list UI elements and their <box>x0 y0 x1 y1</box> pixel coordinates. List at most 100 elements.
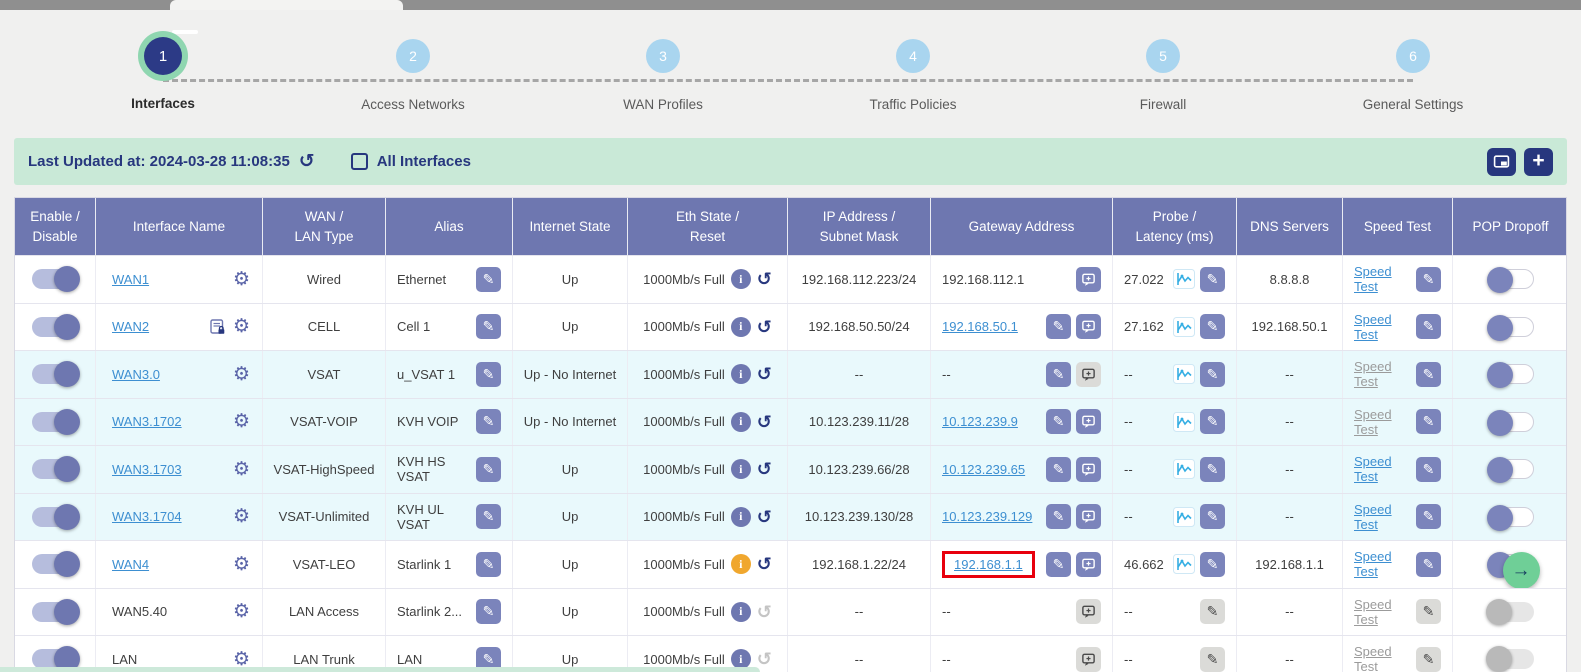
probe-edit-button[interactable]: ✎ <box>1200 266 1225 292</box>
reset-icon[interactable]: ↺ <box>756 269 772 290</box>
speed-test-edit-button[interactable]: ✎ <box>1416 409 1441 435</box>
probe-edit-button[interactable]: ✎ <box>1200 551 1225 577</box>
reset-icon[interactable]: ↺ <box>756 459 772 480</box>
enable-toggle[interactable] <box>32 598 80 625</box>
speed-test-edit-button[interactable]: ✎ <box>1416 646 1441 672</box>
pop-dropoff-toggle[interactable] <box>1486 362 1534 389</box>
reset-icon[interactable]: ↺ <box>756 506 772 527</box>
gateway-edit-button[interactable]: ✎ <box>1046 314 1071 340</box>
gear-icon[interactable]: ⚙ <box>232 411 250 433</box>
info-icon[interactable]: i <box>730 269 751 290</box>
alias-edit-button[interactable]: ✎ <box>476 551 501 577</box>
interface-name-link[interactable]: WAN3.1703 <box>112 461 182 477</box>
reset-icon[interactable]: ↺ <box>756 364 772 385</box>
gear-icon[interactable]: ⚙ <box>232 316 250 338</box>
probe-edit-button[interactable]: ✎ <box>1200 646 1225 672</box>
pop-dropoff-toggle[interactable] <box>1485 598 1534 625</box>
info-icon[interactable]: i <box>730 649 751 670</box>
speed-test-link[interactable]: Speed Test <box>1354 454 1392 485</box>
interface-name-link[interactable]: WAN2 <box>112 319 150 335</box>
speed-test-link[interactable]: Speed Test <box>1354 549 1392 580</box>
gear-icon[interactable]: ⚙ <box>232 268 250 290</box>
gear-icon[interactable]: ⚙ <box>232 363 250 385</box>
enable-toggle[interactable] <box>32 551 80 578</box>
interface-name-link[interactable]: WAN1 <box>112 271 150 287</box>
speed-test-edit-button[interactable]: ✎ <box>1416 314 1441 340</box>
sim-lock-icon[interactable] <box>209 318 227 336</box>
speed-test-link[interactable]: Speed Test <box>1354 501 1392 532</box>
gateway-edit-button[interactable]: ✎ <box>1046 361 1071 387</box>
speed-test-edit-button[interactable]: ✎ <box>1416 504 1441 530</box>
reset-icon[interactable]: ↺ <box>756 649 772 670</box>
gear-icon[interactable]: ⚙ <box>232 506 250 528</box>
speed-test-link[interactable]: Speed Test <box>1354 406 1392 437</box>
enable-toggle[interactable] <box>32 266 80 293</box>
speed-test-edit-button[interactable]: ✎ <box>1416 456 1441 482</box>
monitor-button[interactable] <box>1076 409 1101 435</box>
refresh-icon[interactable]: ↺ <box>298 151 315 172</box>
monitor-button[interactable] <box>1076 266 1101 292</box>
gateway-link[interactable]: 192.168.50.1 <box>942 319 1018 335</box>
gateway-link[interactable]: 10.123.239.65 <box>942 461 1026 477</box>
alias-edit-button[interactable]: ✎ <box>476 599 501 625</box>
next-arrow-button[interactable]: → <box>1502 552 1540 588</box>
speed-test-edit-button[interactable]: ✎ <box>1416 266 1441 292</box>
gateway-link[interactable]: 192.168.1.1 <box>954 556 1023 572</box>
latency-chart-icon[interactable] <box>1173 459 1195 480</box>
speed-test-link[interactable]: Speed Test <box>1354 311 1392 342</box>
pop-dropoff-toggle[interactable] <box>1486 409 1534 436</box>
info-icon[interactable]: i <box>730 506 751 527</box>
latency-chart-icon[interactable] <box>1173 269 1195 290</box>
monitor-button[interactable] <box>1076 314 1101 340</box>
stepper-step-general-settings[interactable]: 6 General Settings <box>1288 26 1538 116</box>
alias-edit-button[interactable]: ✎ <box>476 409 501 435</box>
enable-toggle[interactable] <box>32 361 80 388</box>
alias-edit-button[interactable]: ✎ <box>476 266 501 292</box>
speed-test-link[interactable]: Speed Test <box>1354 596 1392 627</box>
speed-test-edit-button[interactable]: ✎ <box>1416 599 1441 625</box>
interface-name-link[interactable]: WAN3.0 <box>112 366 160 382</box>
info-icon[interactable]: i <box>730 364 751 385</box>
reset-icon[interactable]: ↺ <box>756 411 772 432</box>
probe-edit-button[interactable]: ✎ <box>1200 314 1225 340</box>
gateway-edit-button[interactable]: ✎ <box>1046 456 1071 482</box>
speed-test-edit-button[interactable]: ✎ <box>1416 361 1441 387</box>
alias-edit-button[interactable]: ✎ <box>476 504 501 530</box>
monitor-button[interactable] <box>1076 456 1101 482</box>
interface-name-link[interactable]: WAN4 <box>112 556 150 572</box>
latency-chart-icon[interactable] <box>1173 364 1195 385</box>
interface-name-link[interactable]: WAN3.1702 <box>112 414 182 430</box>
monitor-button[interactable] <box>1076 361 1101 387</box>
gateway-link[interactable]: 10.123.239.129 <box>942 509 1033 525</box>
enable-toggle[interactable] <box>32 408 80 435</box>
latency-chart-icon[interactable] <box>1173 316 1195 337</box>
monitor-button[interactable] <box>1076 599 1101 625</box>
probe-edit-button[interactable]: ✎ <box>1200 599 1225 625</box>
stepper-step-access-networks[interactable]: 2 Access Networks <box>288 26 538 116</box>
alias-edit-button[interactable]: ✎ <box>476 314 501 340</box>
stepper-step-interfaces[interactable]: 1 Interfaces <box>38 26 288 116</box>
all-interfaces-checkbox[interactable] <box>350 153 368 170</box>
gear-icon[interactable]: ⚙ <box>232 601 250 623</box>
probe-edit-button[interactable]: ✎ <box>1200 409 1225 435</box>
info-icon[interactable]: i <box>730 411 751 432</box>
reset-icon[interactable]: ↺ <box>756 554 772 575</box>
stepper-step-wan-profiles[interactable]: 3 WAN Profiles <box>538 26 788 116</box>
gateway-link[interactable]: 10.123.239.9 <box>942 414 1018 430</box>
interface-name-link[interactable]: WAN3.1704 <box>112 509 182 525</box>
pop-dropoff-toggle[interactable] <box>1485 646 1534 672</box>
window-view-button[interactable] <box>1487 147 1516 176</box>
stepper-step-traffic-policies[interactable]: 4 Traffic Policies <box>788 26 1038 116</box>
info-icon[interactable]: i <box>730 316 751 337</box>
reset-icon[interactable]: ↺ <box>756 601 772 622</box>
latency-chart-icon[interactable] <box>1173 554 1195 575</box>
pop-dropoff-toggle[interactable] <box>1486 267 1534 294</box>
gear-icon[interactable]: ⚙ <box>232 553 250 575</box>
enable-toggle[interactable] <box>32 456 80 483</box>
info-icon[interactable]: i <box>730 459 751 480</box>
enable-toggle[interactable] <box>32 503 80 530</box>
enable-toggle[interactable] <box>32 313 80 340</box>
probe-edit-button[interactable]: ✎ <box>1200 456 1225 482</box>
gear-icon[interactable]: ⚙ <box>232 648 250 670</box>
info-icon[interactable]: i <box>730 601 751 622</box>
